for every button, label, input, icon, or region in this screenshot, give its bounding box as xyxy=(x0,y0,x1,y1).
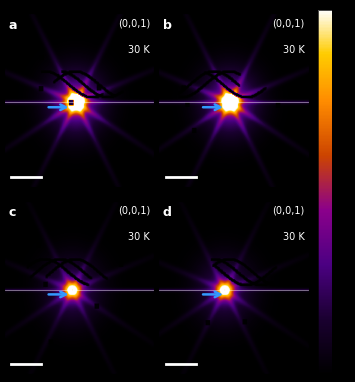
Text: 30 K: 30 K xyxy=(283,232,304,242)
Text: c: c xyxy=(8,206,16,219)
Text: (0,0,1): (0,0,1) xyxy=(272,19,304,29)
Text: a: a xyxy=(8,19,17,32)
Text: (0,0,1): (0,0,1) xyxy=(272,206,304,216)
Text: 30 K: 30 K xyxy=(128,45,150,55)
Text: (0,0,1): (0,0,1) xyxy=(118,206,150,216)
Text: 30 K: 30 K xyxy=(128,232,150,242)
Text: d: d xyxy=(163,206,171,219)
Text: b: b xyxy=(163,19,171,32)
Text: (0,0,1): (0,0,1) xyxy=(118,19,150,29)
Text: 30 K: 30 K xyxy=(283,45,304,55)
